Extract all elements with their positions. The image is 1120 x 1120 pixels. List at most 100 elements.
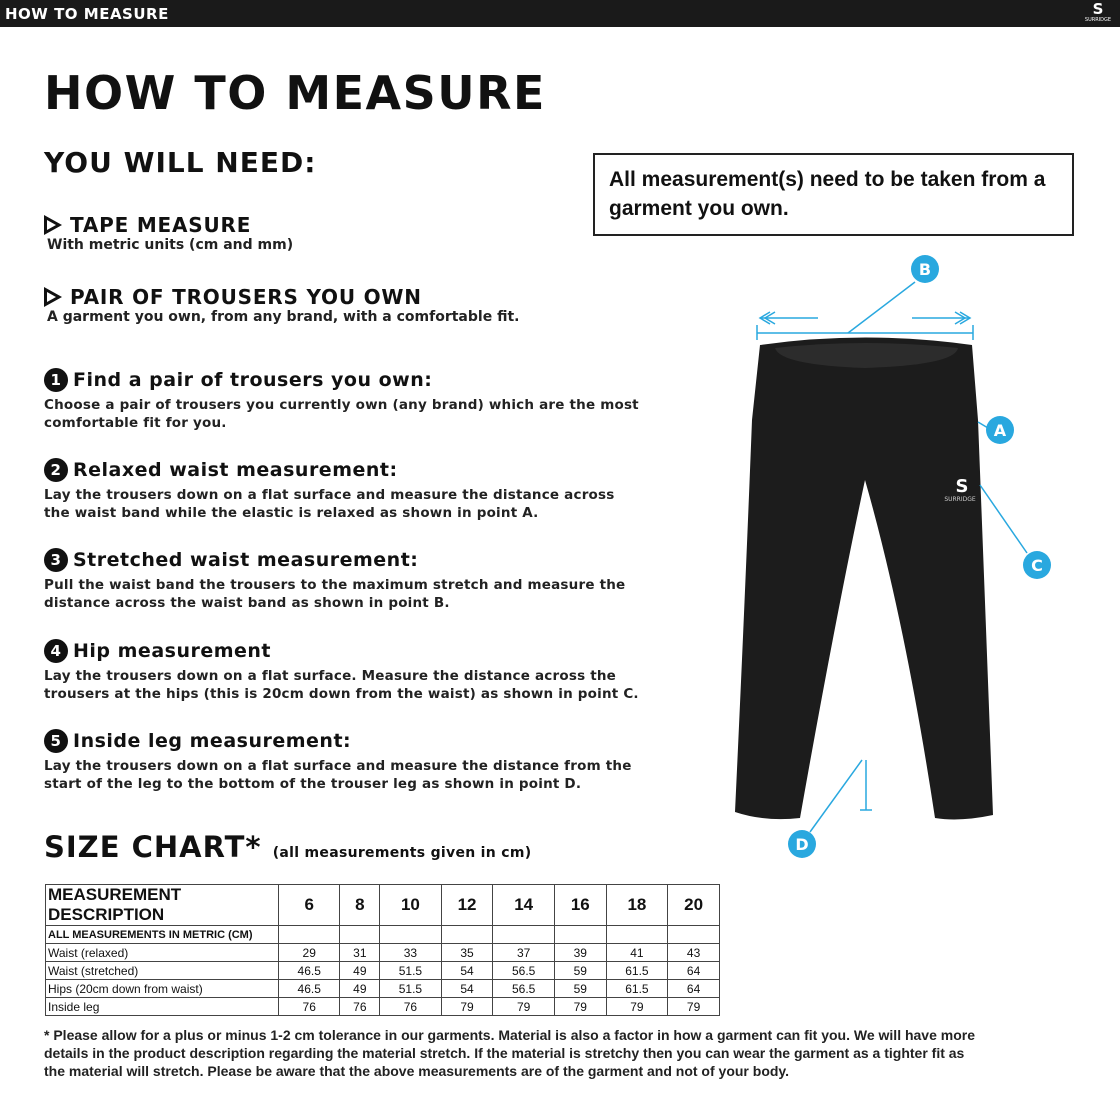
table-cell: 6 [277,884,341,926]
trousers-image [735,337,993,820]
step-3: 3 Stretched waist measurement: Pull the wa… [44,548,644,612]
step-4: 4 Hip measurement Lay the trousers down on… [44,639,644,703]
table-cell [339,925,381,944]
step-2: 2 Relaxed waist measurement: Lay the trous… [44,458,644,522]
table-cell: 35 [440,943,494,962]
you-will-need-heading: YOU WILL NEED: [44,146,317,179]
table-cell: 79 [605,997,669,1016]
table-cell: 79 [553,997,607,1016]
table-row: ALL MEASUREMENTS IN METRIC (CM) [45,925,720,944]
step-number: 3 [44,548,68,572]
table-cell: 10 [379,884,442,926]
label-c-badge [1023,551,1051,579]
step-text: Pull the waist band the trousers to the … [44,577,626,611]
table-cell: 56.5 [492,979,555,998]
step-number: 5 [44,729,68,753]
table-cell: 14 [492,884,555,926]
table-cell: 64 [667,979,720,998]
table-cell: 56.5 [492,961,555,980]
row-label: Waist (relaxed) [45,943,279,962]
size-chart-title: SIZE CHART [44,830,246,864]
table-row: Waist (stretched) 46.5 49 51.5 54 56.5 59 61.5 6… [45,961,720,980]
table-cell: 51.5 [379,979,442,998]
table-cell [492,925,555,944]
label-b-badge [911,255,939,283]
row-label: Hips (20cm down from waist) [45,979,279,998]
surridge-logo: S SURRIDGE [1084,0,1112,24]
step-text: Lay the trousers down on a flat surface … [44,487,615,521]
table-cell: 39 [553,943,607,962]
step-title: Stretched waist measurement: [73,549,419,571]
table-row: MEASUREMENT DESCRIPTION 6 8 10 12 14 16 18 20 [45,884,720,926]
step-text: Lay the trousers down on a flat surface.… [44,668,639,702]
table-cell: 76 [277,997,341,1016]
label-a: A [994,421,1007,440]
table-cell: 37 [492,943,555,962]
table-cell: 8 [339,884,381,926]
label-c: C [1031,556,1043,575]
garment-logo-icon: S [956,476,969,497]
need-item-tape: TAPE MEASURE With metric units (cm and m… [44,212,293,253]
need-item-trousers: PAIR OF TROUSERS YOU OWN A garment you o… [44,284,519,325]
table-row: Hips (20cm down from waist) 46.5 49 51.5 54 5… [45,979,720,998]
table-row: Inside leg 76 76 76 79 79 79 79 79 [45,997,720,1016]
table-cell: 79 [492,997,555,1016]
trousers-diagram: S SURRIDGE B A C D [735,255,1051,858]
table-cell [667,925,720,944]
garment-logo-text: SURRIDGE [944,496,976,503]
table-cell: 18 [605,884,669,926]
play-triangle-icon [44,215,62,235]
play-triangle-icon [44,287,62,307]
step-text: Lay the trousers down on a flat surface … [44,758,632,792]
table-cell: 33 [379,943,442,962]
table-cell: 20 [667,884,720,926]
need-desc: With metric units (cm and mm) [47,237,294,253]
page-title: HOW TO MEASURE [44,66,546,120]
table-cell: 12 [440,884,494,926]
row-label: Inside leg [45,997,279,1016]
table-cell [379,925,442,944]
footnote: * Please allow for a plus or minus 1-2 c… [44,1027,976,1079]
table-cell [277,925,341,944]
table-cell [440,925,494,944]
table-cell: 49 [339,961,381,980]
step-title: Hip measurement [73,640,272,662]
step-number: 2 [44,458,68,482]
need-title: TAPE MEASURE [70,213,252,237]
table-cell: 43 [667,943,720,962]
step-1: 1 Find a pair of trousers you own: Choose … [44,368,644,432]
table-cell: 49 [339,979,381,998]
table-cell: 61.5 [605,979,669,998]
table-cell: 54 [440,979,494,998]
need-title: PAIR OF TROUSERS YOU OWN [70,285,422,309]
step-title: Inside leg measurement: [73,730,352,752]
size-chart-heading: SIZE CHART* (all measurements given in c… [44,830,531,864]
table-cell: 16 [553,884,607,926]
step-title: Relaxed waist measurement: [73,459,398,481]
row-label: ALL MEASUREMENTS IN METRIC (CM) [45,925,279,944]
table-cell: 61.5 [605,961,669,980]
table-cell: 59 [553,961,607,980]
table-cell: 41 [605,943,669,962]
asterisk: * [245,830,262,864]
table-cell: 29 [277,943,341,962]
top-bar-title: HOW TO MEASURE [5,5,169,23]
label-d: D [795,835,808,854]
step-number: 1 [44,368,68,392]
need-desc: A garment you own, from any brand, with … [47,309,520,325]
table-cell: 79 [667,997,720,1016]
table-cell: 64 [667,961,720,980]
step-text: Choose a pair of trousers you currently … [44,397,639,431]
label-a-badge [986,416,1014,444]
table-cell: 31 [339,943,381,962]
notice-box: All measurement(s) need to be taken from… [593,153,1074,236]
top-bar: HOW TO MEASURE S SURRIDGE [0,0,1120,27]
table-cell: 51.5 [379,961,442,980]
table-cell: 79 [440,997,494,1016]
table-cell [605,925,669,944]
step-title: Find a pair of trousers you own: [73,369,433,391]
label-d-badge [788,830,816,858]
table-cell: 76 [379,997,442,1016]
step-5: 5 Inside leg measurement: Lay the trousers… [44,729,644,793]
table-cell: 46.5 [277,979,341,998]
